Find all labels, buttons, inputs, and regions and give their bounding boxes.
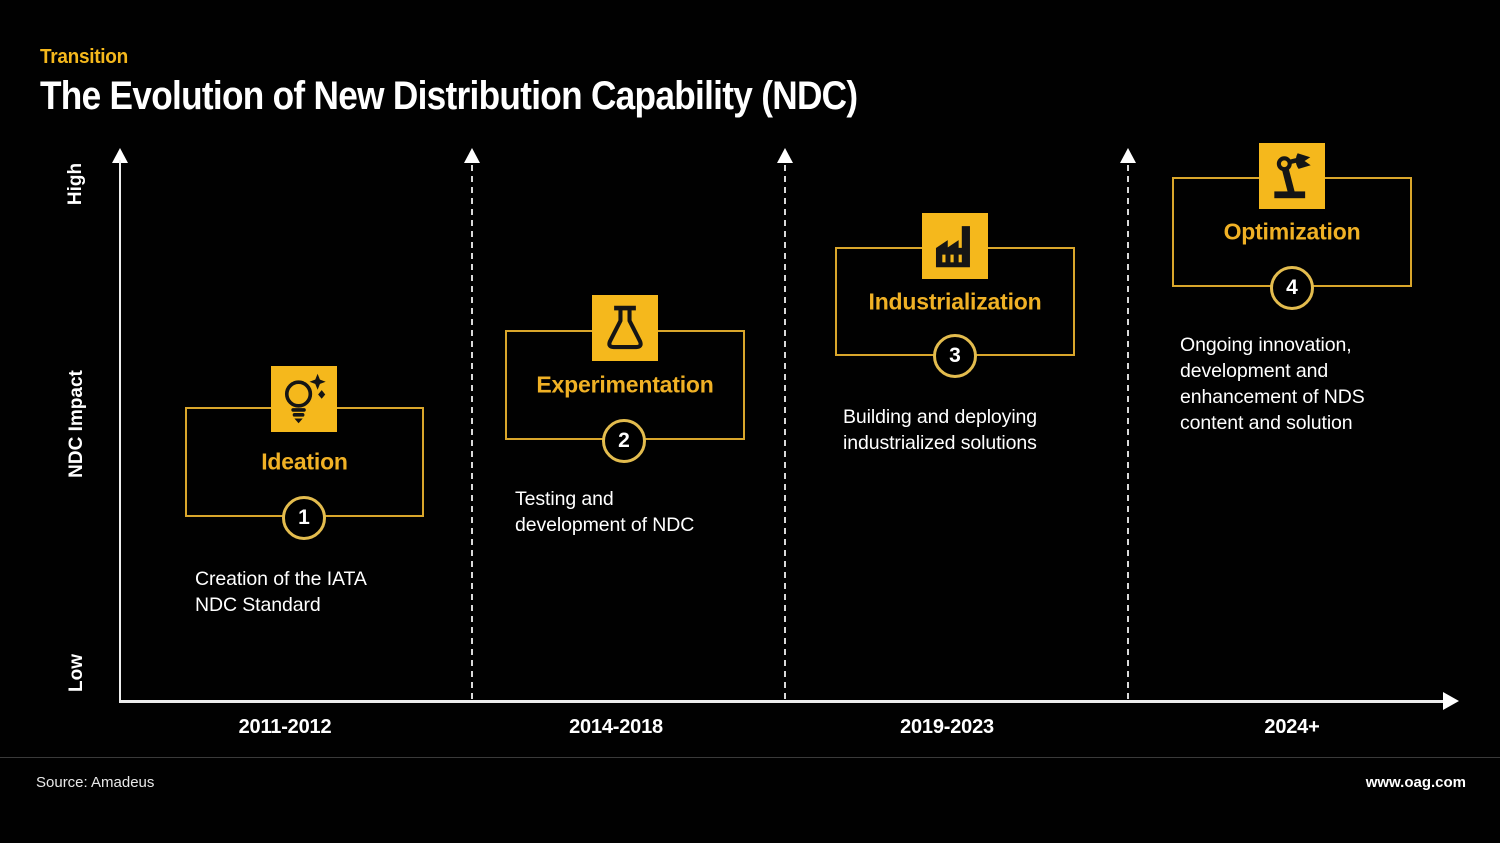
stage-description: Testing and development of NDC [515,488,695,536]
source-attribution: Source: Amadeus [36,774,155,791]
y-axis-title: NDC Impact [66,370,87,478]
y-axis-label-high: High [65,162,86,206]
robot-arm-icon [1259,143,1325,209]
divider-dashed-line [1127,165,1129,702]
x-tick-2014-2018: 2014-2018 [569,716,663,738]
stage-number-badge: 3 [933,334,977,378]
page-title: The Evolution of New Distribution Capabi… [40,74,858,118]
stage-number-badge: 2 [602,419,646,463]
stage-description: Ongoing innovation, development and enha… [1180,334,1365,434]
x-tick-2019-2023: 2019-2023 [900,716,994,738]
x-axis-arrow-icon [1443,692,1459,710]
stage-label: Optimization [1223,218,1361,245]
y-axis-line [119,160,121,702]
divider-dashed-line [471,165,473,702]
stage-label: Ideation [261,448,348,475]
x-tick-2011-2012: 2011-2012 [238,716,332,738]
stage-label: Industrialization [868,288,1042,314]
divider-dashed-line [784,165,786,702]
x-axis-line [119,700,1447,703]
stage-description: Building and deploying industrialized so… [843,406,1038,454]
stage-number-badge: 1 [282,496,326,540]
eyebrow-label: Transition [40,46,128,68]
website-link[interactable]: www.oag.com [1365,774,1466,791]
divider-arrow-icon [1120,148,1136,163]
stage-label: Experimentation [536,371,714,398]
stage-description: Creation of the IATA NDC Standard [195,568,367,616]
stage-number-badge: 4 [1270,266,1314,310]
flask-icon [592,295,658,361]
footer-divider [0,757,1500,758]
lightbulb-idea-icon [271,366,337,432]
y-axis-label-low: Low [66,654,87,692]
divider-arrow-icon [464,148,480,163]
factory-icon [922,213,988,279]
y-axis-arrow-icon [112,148,128,163]
x-tick-2024-plus: 2024+ [1264,716,1320,738]
divider-arrow-icon [777,148,793,163]
